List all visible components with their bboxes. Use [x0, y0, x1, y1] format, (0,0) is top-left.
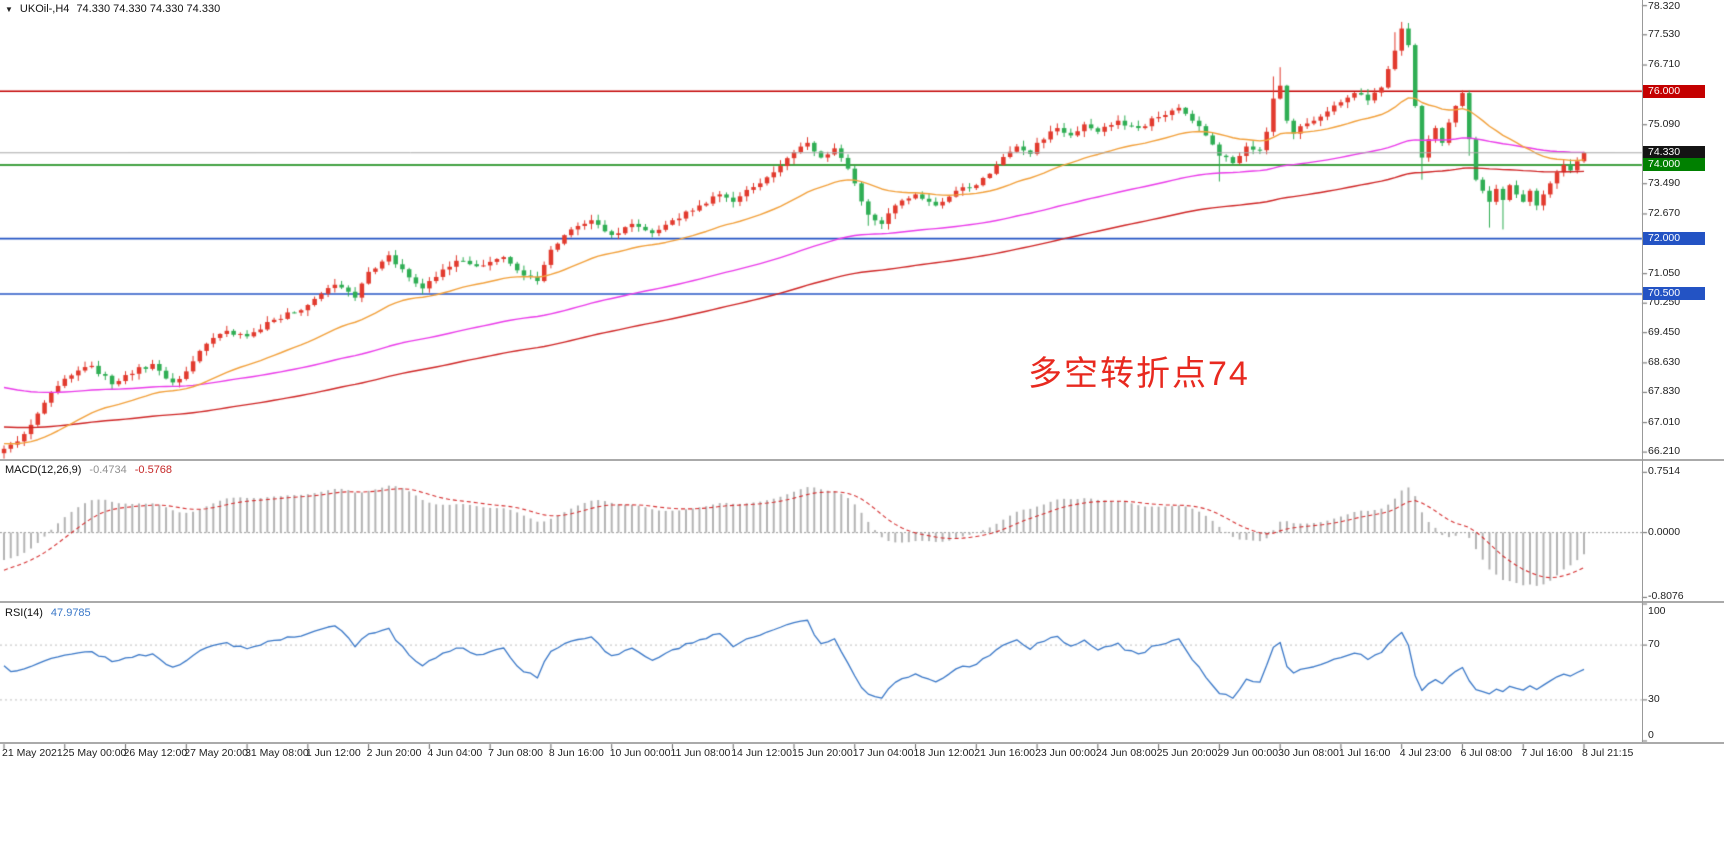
ohlc-readout: 74.330 74.330 74.330 74.330 — [76, 3, 221, 15]
time-tick-label: 1 Jun 12:00 — [305, 747, 361, 759]
price-tick-label: 75.090 — [1648, 117, 1681, 130]
time-tick-label: 15 Jun 20:00 — [792, 747, 853, 759]
time-tick-label: 25 Jun 20:00 — [1156, 747, 1218, 759]
rsi-name: RSI(14) — [5, 607, 43, 619]
macd-tick-label: 0.0000 — [1648, 525, 1681, 538]
time-tick-label: 29 Jun 00:00 — [1217, 747, 1279, 759]
chart-header: ▼ UKOil-,H4 74.330 74.330 74.330 74.330 — [5, 3, 220, 15]
price-tick-label: 73.490 — [1648, 176, 1681, 189]
price-tick-label: 68.630 — [1648, 355, 1681, 368]
price-tick-label: 72.670 — [1648, 206, 1681, 219]
time-tick-label: 8 Jul 21:15 — [1582, 747, 1634, 759]
macd-tick-label: 0.7514 — [1648, 465, 1681, 478]
macd-signal-value: -0.5768 — [134, 464, 173, 476]
time-tick-label: 21 Jun 16:00 — [974, 747, 1036, 759]
price-axis-divider[interactable] — [1642, 0, 1643, 742]
macd-name: MACD(12,26,9) — [5, 464, 82, 476]
time-tick-label: 26 May 12:00 — [123, 747, 188, 759]
time-tick-label: 25 May 00:00 — [62, 747, 127, 759]
price-tick-label: 67.010 — [1648, 415, 1681, 428]
time-tick-label: 1 Jul 16:00 — [1338, 747, 1391, 759]
current-price-box: 74.330 — [1643, 146, 1705, 160]
time-tick-label: 6 Jul 08:00 — [1460, 747, 1512, 759]
time-tick-label: 10 Jun 00:00 — [609, 747, 671, 759]
macd-tick-label: -0.8076 — [1648, 590, 1684, 603]
chart-collapse-icon[interactable]: ▼ — [5, 4, 13, 14]
level-box-70500: 70.500 — [1643, 287, 1705, 301]
time-tick-label: 18 Jun 12:00 — [913, 747, 975, 759]
price-tick-label: 66.210 — [1648, 445, 1681, 458]
price-tick-label: 67.830 — [1648, 385, 1681, 398]
panel-separator-macd[interactable] — [0, 459, 1724, 461]
time-tick-label: 30 Jun 08:00 — [1278, 747, 1339, 759]
panel-separator-timeaxis[interactable] — [0, 742, 1724, 744]
chart-annotation[interactable]: 多空转折点74 — [1028, 355, 1250, 393]
time-tick-label: 4 Jul 23:00 — [1399, 747, 1452, 759]
time-tick-label: 31 May 08:00 — [245, 747, 309, 759]
time-tick-label: 7 Jun 08:00 — [488, 747, 544, 759]
rsi-tick-label: 100 — [1648, 605, 1666, 617]
level-box-72000: 72.000 — [1643, 232, 1705, 246]
symbol-period-label: UKOil-,H4 — [19, 3, 70, 15]
rsi-value: 47.9785 — [50, 607, 91, 619]
time-tick-label: 27 May 20:00 — [184, 747, 248, 759]
time-tick-label: 14 Jun 12:00 — [731, 747, 792, 759]
time-tick-label: 4 Jun 04:00 — [427, 747, 483, 759]
rsi-tick-label: 0 — [1648, 729, 1654, 741]
rsi-tick-label: 70 — [1648, 638, 1660, 651]
macd-main-value: -0.4734 — [89, 464, 127, 476]
time-tick-label: 8 Jun 16:00 — [548, 747, 604, 759]
time-tick-label: 24 Jun 08:00 — [1095, 747, 1157, 759]
level-box-76000: 76.000 — [1643, 84, 1705, 98]
time-tick-label: 21 May 2021 — [2, 747, 63, 759]
time-tick-label: 7 Jul 16:00 — [1521, 747, 1573, 759]
panel-separator-rsi[interactable] — [0, 601, 1724, 603]
rsi-tick-label: 30 — [1648, 692, 1660, 705]
time-tick-label: 17 Jun 04:00 — [852, 747, 914, 759]
level-box-74000: 74.000 — [1643, 158, 1705, 172]
time-axis[interactable]: 21 May 2021 25 May 00:00 26 May 12:00 27 Ma… — [0, 747, 1724, 763]
time-tick-label: 23 Jun 00:00 — [1035, 747, 1096, 759]
rsi-indicator-label: RSI(14) 47.9785 — [5, 607, 91, 619]
price-tick-label: 78.320 — [1648, 0, 1681, 12]
price-tick-label: 69.450 — [1648, 325, 1681, 338]
price-tick-label: 76.710 — [1648, 58, 1681, 71]
price-tick-label: 77.530 — [1648, 27, 1681, 40]
time-tick-label: 2 Jun 20:00 — [366, 747, 422, 759]
price-tick-label: 71.050 — [1648, 266, 1681, 279]
time-tick-label: 11 Jun 08:00 — [670, 747, 731, 759]
macd-indicator-label: MACD(12,26,9) -0.4734 -0.5768 — [5, 464, 172, 476]
